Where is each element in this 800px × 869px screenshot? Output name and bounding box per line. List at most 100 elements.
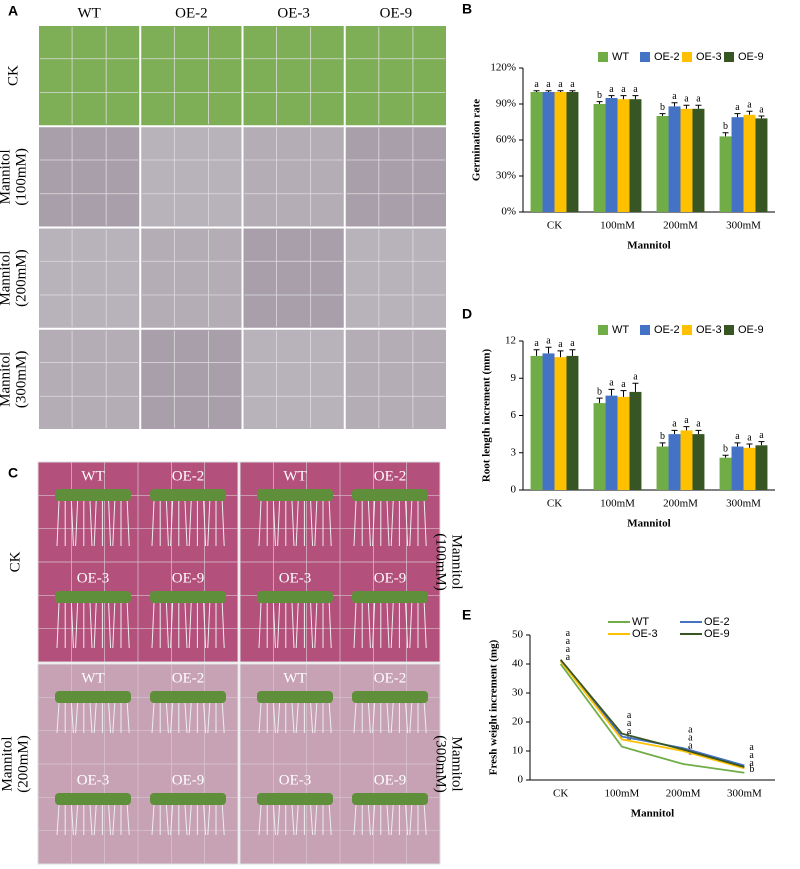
bar <box>656 116 669 212</box>
seedlings <box>257 591 333 603</box>
row-label: (300mM) <box>13 351 29 409</box>
root <box>170 500 174 547</box>
root <box>221 804 225 836</box>
root <box>310 602 314 649</box>
root <box>112 702 116 734</box>
legend-swatch <box>682 325 692 335</box>
y-tick-label: 60% <box>496 134 516 146</box>
root <box>184 602 188 649</box>
root <box>89 602 93 649</box>
bar <box>605 98 618 212</box>
root <box>386 500 390 547</box>
seedlings <box>55 591 131 603</box>
y-tick-label: 0% <box>501 206 516 218</box>
legend-label: WT <box>612 324 629 336</box>
root <box>405 804 409 836</box>
bar <box>743 114 756 212</box>
significance-letter: a <box>566 636 571 647</box>
photo-plate <box>39 127 140 227</box>
root <box>372 804 376 836</box>
root <box>409 602 413 649</box>
condition-label: (100mM) <box>433 533 449 591</box>
error-bar <box>695 429 702 435</box>
root <box>372 500 376 547</box>
y-axis-title: Root length increment (mm) <box>481 349 493 483</box>
y-tick-label: 0 <box>511 484 517 496</box>
y-tick-label: 50 <box>512 629 524 641</box>
error-bar <box>695 104 702 109</box>
error-bar <box>746 110 753 115</box>
significance-letter: a <box>749 742 754 753</box>
x-tick-label: 300mM <box>726 220 761 232</box>
significance-letter: a <box>621 379 626 390</box>
seedlings <box>55 691 131 703</box>
root <box>207 804 211 836</box>
root <box>390 500 394 547</box>
root <box>165 702 169 734</box>
root <box>423 804 427 836</box>
seedlings <box>352 793 428 805</box>
root <box>295 804 299 836</box>
legend-swatch <box>724 325 734 335</box>
bar <box>692 108 705 212</box>
significance-letter: a <box>672 419 677 430</box>
root <box>367 702 371 734</box>
root <box>188 804 192 836</box>
root <box>328 500 332 547</box>
root <box>221 702 225 734</box>
significance-letter: a <box>759 430 764 441</box>
bar <box>731 117 744 212</box>
significance-letter: a <box>759 104 764 115</box>
bar <box>755 445 768 490</box>
column-label: OE-9 <box>380 5 413 21</box>
y-tick-label: 120% <box>490 62 516 74</box>
panel-letter: C <box>8 465 18 481</box>
root <box>207 500 211 547</box>
legend-swatch <box>598 52 608 62</box>
error-bar <box>722 132 729 137</box>
significance-letter: a <box>558 79 563 90</box>
root <box>258 500 262 547</box>
root <box>151 602 155 649</box>
error-bar <box>608 95 615 98</box>
root <box>277 602 281 649</box>
bar <box>692 434 705 490</box>
x-tick-label: 100mM <box>600 498 635 510</box>
significance-letter: a <box>749 758 754 769</box>
x-tick-label: 100mM <box>600 220 635 232</box>
panel-letter: D <box>462 306 472 322</box>
seedlings <box>55 489 131 501</box>
x-tick-label: 300mM <box>726 498 761 510</box>
legend-label: WT <box>632 616 649 628</box>
bar <box>566 92 579 212</box>
x-axis-title: Mannitol <box>631 808 674 820</box>
seedlings <box>352 489 428 501</box>
seedlings <box>150 489 226 501</box>
photo-plate <box>345 26 446 126</box>
panel-letter: A <box>8 3 18 19</box>
y-tick-label: 6 <box>511 409 517 421</box>
legend-swatch <box>598 325 608 335</box>
root <box>93 702 97 734</box>
legend-label: OE-9 <box>704 628 730 640</box>
significance-letter: a <box>570 79 575 90</box>
root <box>386 804 390 836</box>
y-tick-label: 0 <box>518 774 524 786</box>
condition-label: Mannitol <box>0 737 15 792</box>
root <box>314 602 318 649</box>
significance-letter: a <box>534 79 539 90</box>
genotype-label: OE-9 <box>172 772 205 788</box>
significance-letter: b <box>660 431 665 442</box>
row-label: CK <box>5 65 21 86</box>
row-label: (100mM) <box>13 148 29 206</box>
significance-letter: a <box>735 102 740 113</box>
root <box>386 702 390 734</box>
photo-plate <box>243 329 344 429</box>
root <box>409 702 413 734</box>
bar <box>743 447 756 490</box>
legend-label: OE-2 <box>704 616 730 628</box>
condition-label: Mannitol <box>449 737 465 792</box>
seedlings <box>55 793 131 805</box>
line <box>559 660 745 770</box>
